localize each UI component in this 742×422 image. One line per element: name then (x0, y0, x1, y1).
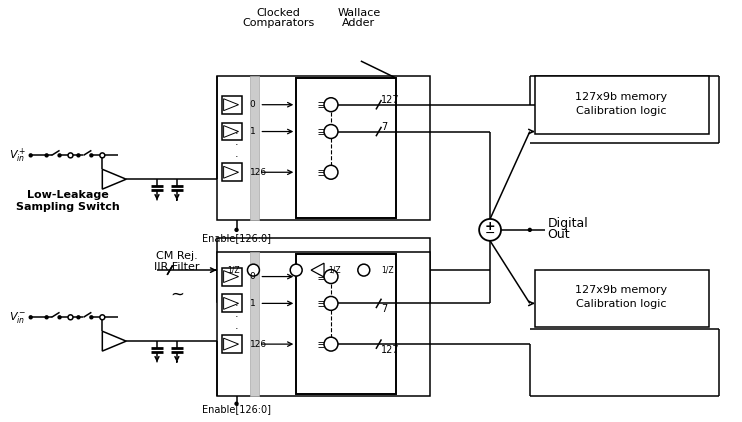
Circle shape (68, 153, 73, 158)
Circle shape (324, 165, 338, 179)
Text: 7: 7 (381, 304, 387, 314)
Bar (326, 263, 343, 277)
Text: 0: 0 (249, 272, 255, 281)
Circle shape (45, 153, 49, 157)
Bar (222, 295, 241, 312)
Bar (251, 252, 260, 396)
Text: 1: 1 (249, 299, 255, 308)
Circle shape (324, 124, 338, 138)
Circle shape (100, 153, 105, 158)
Bar (222, 163, 241, 181)
Text: Clocked: Clocked (256, 8, 301, 18)
Bar (251, 76, 260, 220)
Polygon shape (102, 331, 126, 351)
Circle shape (528, 228, 532, 232)
Text: 1/Z: 1/Z (381, 265, 393, 275)
Text: 127x9b memory: 127x9b memory (575, 285, 667, 295)
Text: 127: 127 (381, 345, 399, 355)
Circle shape (100, 315, 105, 320)
Circle shape (290, 264, 302, 276)
Bar (296, 78, 395, 218)
Text: 126: 126 (249, 340, 266, 349)
Text: Adder: Adder (342, 18, 375, 28)
Text: +: + (485, 220, 496, 233)
Circle shape (68, 315, 73, 320)
Text: 1/Z: 1/Z (227, 265, 240, 275)
Circle shape (324, 270, 338, 284)
Text: 1/Z: 1/Z (328, 265, 341, 275)
Bar (378, 263, 395, 277)
Bar (217, 238, 430, 303)
Polygon shape (223, 99, 238, 111)
Circle shape (324, 337, 338, 351)
Circle shape (358, 264, 370, 276)
Text: ·
·
·: · · · (234, 301, 238, 334)
Circle shape (324, 296, 338, 310)
Circle shape (89, 315, 93, 319)
Polygon shape (223, 271, 238, 282)
Bar (222, 335, 241, 353)
Polygon shape (223, 126, 238, 138)
Text: −: − (485, 227, 496, 241)
Text: IIR Filter: IIR Filter (154, 262, 200, 272)
Circle shape (234, 228, 239, 232)
Bar (217, 252, 430, 396)
Bar (217, 76, 430, 220)
Bar (222, 96, 241, 114)
Circle shape (248, 264, 260, 276)
Circle shape (76, 153, 81, 157)
Text: Digital: Digital (548, 217, 588, 230)
Circle shape (28, 315, 33, 319)
Text: Low-Leakage: Low-Leakage (27, 190, 108, 200)
Text: Calibration logic: Calibration logic (576, 299, 666, 309)
Bar (535, 76, 709, 133)
Polygon shape (102, 169, 126, 189)
Bar (222, 122, 241, 141)
Text: $V_{in}^+$: $V_{in}^+$ (9, 146, 27, 165)
Text: Out: Out (548, 228, 571, 241)
Text: $V_{in}^-$: $V_{in}^-$ (9, 310, 27, 325)
Bar (296, 254, 395, 394)
Polygon shape (223, 166, 238, 178)
Text: Comparators: Comparators (242, 18, 315, 28)
Circle shape (57, 315, 62, 319)
Text: 0: 0 (249, 100, 255, 109)
Text: 127x9b memory: 127x9b memory (575, 92, 667, 102)
Circle shape (89, 153, 93, 157)
Text: Enable[126:0]: Enable[126:0] (202, 404, 271, 414)
Circle shape (57, 153, 62, 157)
Text: CM Rej.: CM Rej. (156, 251, 198, 261)
Text: Calibration logic: Calibration logic (576, 106, 666, 116)
Text: 7: 7 (381, 122, 387, 132)
Circle shape (28, 153, 33, 157)
Bar (222, 268, 241, 286)
Text: 126: 126 (249, 168, 266, 177)
Circle shape (479, 219, 501, 241)
Text: Wallace: Wallace (337, 8, 381, 18)
Text: 1: 1 (249, 127, 255, 136)
Polygon shape (223, 338, 238, 350)
Polygon shape (311, 263, 324, 277)
Text: 127: 127 (381, 95, 399, 105)
Circle shape (76, 315, 81, 319)
Text: Enable[126:0]: Enable[126:0] (202, 233, 271, 243)
Circle shape (324, 98, 338, 112)
Text: ~: ~ (170, 285, 184, 303)
Text: Sampling Switch: Sampling Switch (16, 202, 119, 212)
Text: ·
·
·: · · · (234, 129, 238, 162)
Circle shape (234, 402, 239, 406)
Circle shape (45, 315, 49, 319)
Bar (225, 263, 241, 277)
Bar (535, 270, 709, 327)
Polygon shape (223, 298, 238, 309)
